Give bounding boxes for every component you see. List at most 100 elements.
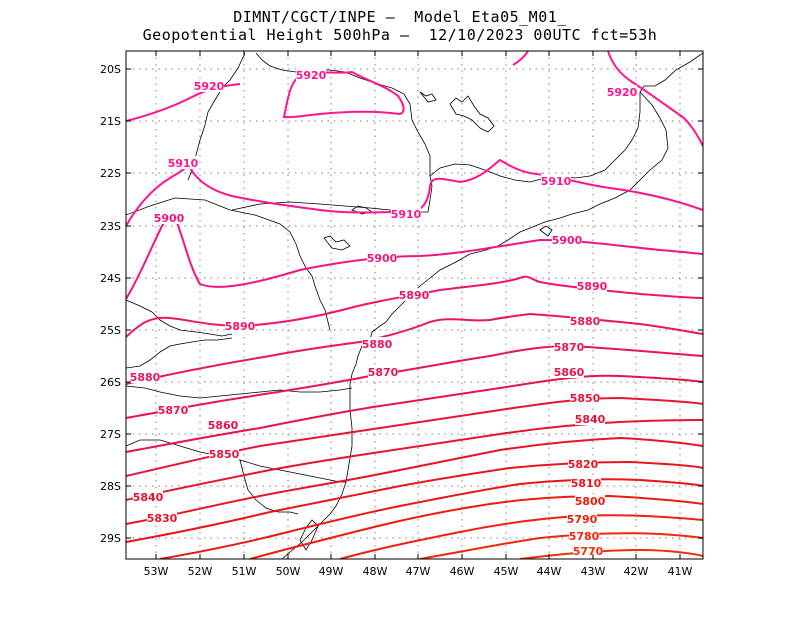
lon-tick-label: 46W [450,565,475,578]
contour-label-bg [296,68,326,81]
contour-labels: 5920 5920 5920 5910 5910 5910 5900 5900 5900 5890… [130,68,638,558]
contour-label: 5870 [368,366,399,379]
border-mg-north [255,52,411,105]
lat-tick-label: 29S [100,532,121,545]
lat-lon-grid [126,51,703,559]
contour-label: 5850 [570,392,601,405]
contour-5920 [607,51,703,147]
border-paraguay [126,299,233,337]
contour-label: 5790 [567,513,598,526]
contour-label: 5880 [130,371,161,384]
contour-label-bg [362,337,392,350]
contour-5900 [126,215,703,300]
contour-5870 [126,344,703,419]
contour-5810 [159,478,703,559]
contour-label: 5880 [362,338,393,351]
contour-label-bg [367,251,397,264]
contour-lines [126,51,703,559]
map-title-line1: DIMNT/CGCT/INPE – Model Eta05_M01_ [233,8,567,26]
contour-label-bg [552,233,582,246]
contour-label-bg [575,412,605,425]
island-2 [539,225,553,237]
contour-label: 5900 [367,252,398,265]
contour-label-bg [168,156,198,169]
contour-label-bg [391,207,421,220]
map-title-line2: Geopotential Height 500hPa – 12/10/2023 … [142,26,658,44]
state-border-sp-pr [126,197,331,331]
lon-tick-label: 44W [537,565,562,578]
contour-label: 5920 [296,69,327,82]
contour-label: 5770 [573,545,604,558]
contour-label-bg [575,494,605,507]
contour-label: 5920 [607,86,638,99]
lat-tick-label: 24S [100,272,121,285]
state-border-pr-sc [126,385,353,399]
contour-5820 [126,460,703,543]
contour-label-bg [554,365,584,378]
contour-label: 5860 [554,366,585,379]
lon-tick-label: 48W [363,565,388,578]
contour-label: 5850 [209,448,240,461]
contour-5860 [126,374,703,453]
map-frame [125,50,704,560]
contour-label-bg [154,211,184,224]
contour-label-bg [368,365,398,378]
contour-label: 5810 [571,477,602,490]
contour-label-bg [194,79,224,92]
contour-label: 5910 [168,157,199,170]
lat-tick-label: 25S [100,324,121,337]
axis-ticks: 20S 21S 22S 23S 24S 25S 26S 27S 28S 29S 53W 52W 51W 5… [100,51,703,578]
contour-label: 5900 [154,212,185,225]
contour-label-bg [208,418,238,431]
border-river-west [126,337,233,369]
lat-tick-label: 28S [100,480,121,493]
contour-label: 5860 [208,419,239,432]
contour-label-bg [570,391,600,404]
contour-label-bg [554,340,584,353]
contour-label-bg [571,476,601,489]
contour-label: 5830 [147,512,178,525]
lat-tick-label: 23S [100,220,121,233]
lon-tick-label: 45W [494,565,519,578]
contour-5920 [512,51,529,66]
contour-label: 5890 [399,289,430,302]
contour-5830 [126,436,703,525]
lon-tick-label: 41W [668,565,693,578]
contour-label-bg [133,490,163,503]
contour-label: 5920 [194,80,225,93]
reservoir-lake-3 [323,235,351,251]
lon-tick-label: 50W [276,565,301,578]
contour-label: 5870 [554,341,585,354]
border-argentina [239,459,299,515]
contour-label: 5910 [391,208,422,221]
contour-5770 [519,548,703,559]
lon-tick-label: 47W [406,565,431,578]
contour-5790 [339,514,703,559]
reservoir-lake-2 [419,91,437,103]
contour-label: 5800 [575,495,606,508]
atlantic-coastline [281,52,703,559]
contour-label-bg [567,512,597,525]
contour-label-bg [573,544,603,557]
contour-label-bg [209,447,239,460]
state-border-sp-mg [231,175,433,213]
lat-tick-label: 22S [100,167,121,180]
contour-label: 5840 [575,413,606,426]
contour-label: 5910 [541,175,572,188]
contour-label: 5900 [552,234,583,247]
contour-5910 [189,158,703,214]
reservoir-lake-1 [449,95,495,133]
lon-tick-label: 49W [319,565,344,578]
lon-tick-label: 51W [232,565,257,578]
contour-label: 5870 [158,404,189,417]
lat-tick-label: 21S [100,115,121,128]
lon-tick-label: 53W [144,565,169,578]
contour-label-bg [541,174,571,187]
contour-5800 [249,494,703,559]
contour-label-bg [147,511,177,524]
contour-label-bg [607,85,637,98]
contour-label: 5880 [570,315,601,328]
contour-label: 5840 [133,491,164,504]
lon-tick-label: 43W [581,565,606,578]
contour-label: 5890 [577,280,608,293]
